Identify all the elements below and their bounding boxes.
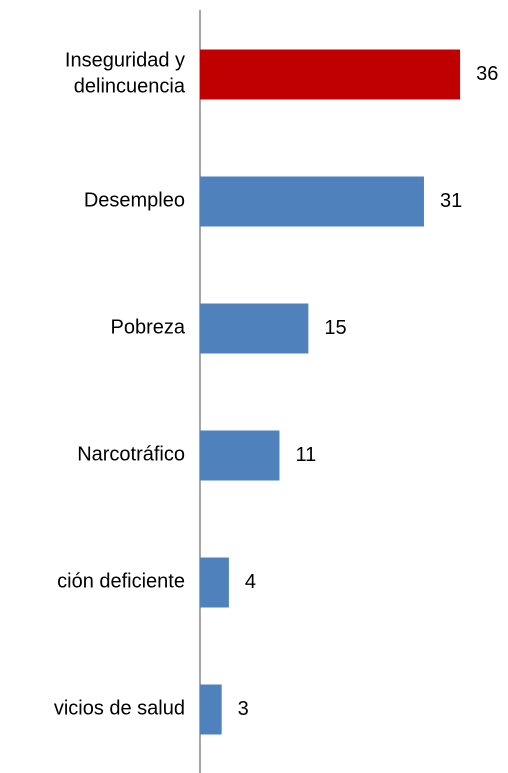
category-label: Narcotráfico (77, 444, 185, 466)
category-label: Desempleo (84, 190, 185, 212)
category-label-line: ción deficiente (57, 571, 185, 593)
category-label: Inseguridad y delincuencia (65, 50, 186, 98)
category-label-line: Inseguridad y (65, 50, 185, 72)
value-label: 31 (440, 190, 462, 212)
value-label: 36 (476, 63, 498, 85)
category-label-line: Desempleo (84, 190, 185, 212)
value-label: 15 (324, 317, 346, 339)
bar (200, 49, 461, 100)
value-label: 4 (245, 571, 256, 593)
category-label-line: vicios de salud (54, 698, 185, 720)
category-label-line: delincuencia (74, 76, 186, 98)
bar (200, 684, 222, 735)
value-label: 11 (295, 444, 316, 466)
category-label-line: Pobreza (111, 317, 186, 339)
bar (200, 557, 229, 608)
bar (200, 176, 424, 227)
category-label: ción deficiente (57, 571, 185, 593)
category-label: vicios de salud (54, 698, 185, 720)
bar (200, 303, 309, 354)
value-label: 3 (238, 698, 249, 720)
category-label: Pobreza (111, 317, 186, 339)
bar (200, 430, 280, 481)
category-label-line: Narcotráfico (77, 444, 185, 466)
